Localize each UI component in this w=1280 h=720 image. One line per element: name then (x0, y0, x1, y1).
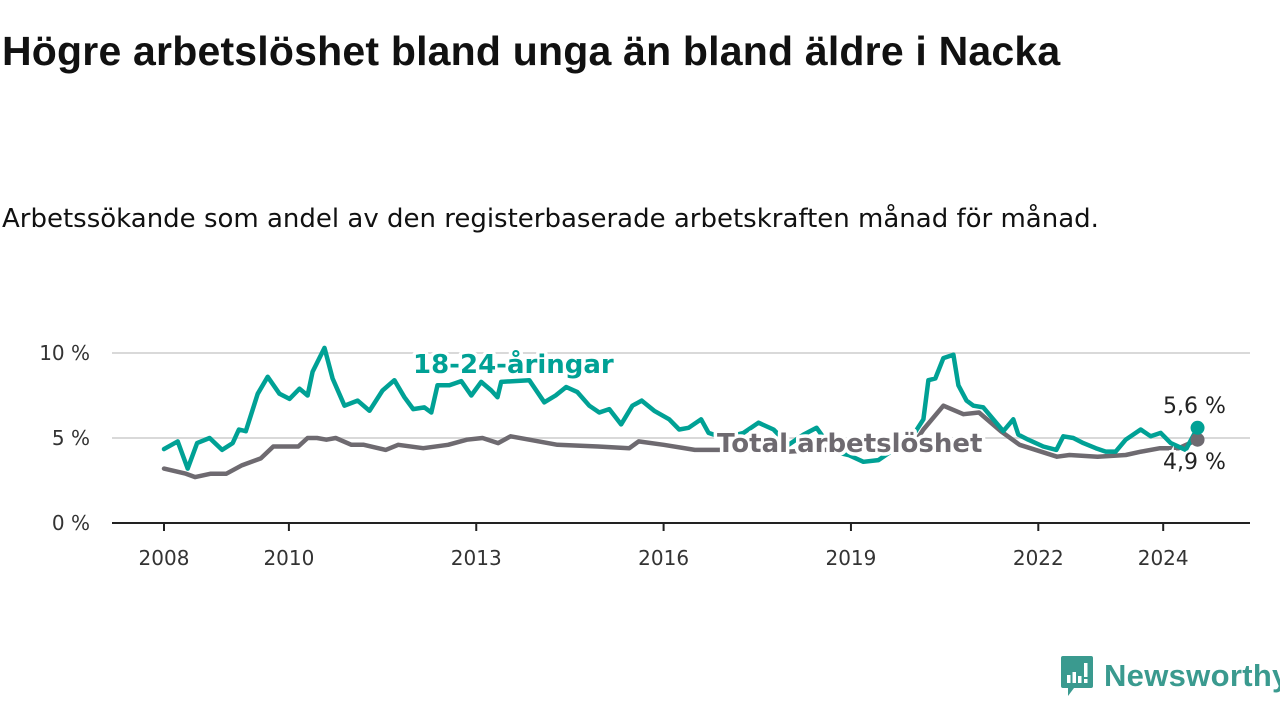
chart-subtitle: Arbetssökande som andel av den registerb… (2, 204, 1099, 234)
end-label-youth: 5,6 % (1163, 394, 1226, 419)
end-marker-youth (1190, 420, 1205, 435)
y-tick-label: 0 % (52, 511, 90, 535)
series-line-youth (161, 345, 1200, 471)
end-label-total: 4,9 % (1163, 450, 1226, 475)
y-tick-label: 10 % (39, 341, 90, 365)
x-tick-label: 2022 (1013, 546, 1064, 570)
y-tick-label: 5 % (52, 426, 90, 450)
x-tick-label: 2008 (139, 546, 190, 570)
x-tick-label: 2024 (1138, 546, 1189, 570)
newsworthy-logo-icon (1061, 656, 1093, 696)
series-label-total: Total arbetslöshet (717, 429, 982, 459)
series-line-total (161, 403, 1200, 480)
x-tick-label: 2016 (638, 546, 689, 570)
newsworthy-logo-text: Newsworthy (1104, 658, 1280, 693)
x-tick-label: 2019 (825, 546, 876, 570)
y-axis-ticks: 0 % 5 % 10 % (39, 341, 90, 535)
chart-title: Högre arbetslöshet bland unga än bland ä… (2, 28, 1061, 74)
newsworthy-logo: Newsworthy (1060, 655, 1280, 697)
end-markers (1190, 420, 1205, 447)
series-label-youth: 18-24-åringar (413, 348, 614, 380)
x-tick-label: 2010 (263, 546, 314, 570)
x-axis: 2008 2010 2013 2016 2019 2022 2024 (112, 522, 1250, 570)
series-lines (161, 345, 1200, 480)
end-marker-total (1190, 432, 1205, 447)
x-tick-label: 2013 (451, 546, 502, 570)
